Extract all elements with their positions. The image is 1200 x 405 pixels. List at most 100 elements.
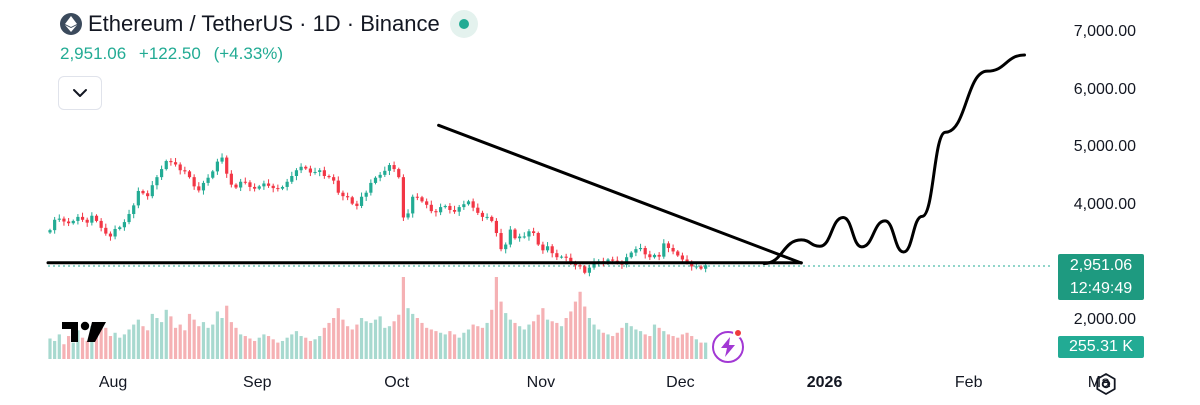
candle-body <box>662 243 666 257</box>
candle-body <box>555 253 559 258</box>
volume-bar <box>597 329 601 359</box>
volume-tag: 255.31 K <box>1058 336 1144 358</box>
volume-bar <box>53 340 57 359</box>
candle-body <box>652 254 657 258</box>
candle-body <box>415 196 419 198</box>
volume-bar <box>559 326 564 359</box>
volume-bar <box>499 301 503 359</box>
volume-bar <box>541 308 545 359</box>
volume-bar <box>494 277 498 359</box>
candle-body <box>350 197 354 204</box>
candle-body <box>401 177 405 218</box>
volume-bar <box>378 316 382 359</box>
candle-body <box>392 165 396 170</box>
volume-bar <box>397 314 401 359</box>
bar-countdown: 12:49:49 <box>1069 280 1133 297</box>
volume-bar <box>341 319 345 359</box>
volume-bar <box>680 334 684 359</box>
volume-bar <box>527 324 531 359</box>
candle-body <box>215 161 219 172</box>
volume-bar <box>611 336 615 359</box>
volume-bar <box>480 327 485 359</box>
volume-bar <box>164 309 168 359</box>
candle-body <box>559 256 564 258</box>
tradingview-logo[interactable] <box>62 320 108 349</box>
candle-body <box>127 214 131 223</box>
symbol-title[interactable]: Ethereum / TetherUS · 1D · Binance <box>88 11 440 36</box>
candle-body <box>545 246 550 251</box>
time-axis-label: Aug <box>98 374 128 391</box>
candle-body <box>248 182 252 187</box>
volume-bar <box>118 337 122 359</box>
candle-body <box>462 204 466 208</box>
volume-bar <box>522 329 526 359</box>
volume-bar <box>215 311 219 359</box>
volume-bar <box>239 334 243 359</box>
volume-bar <box>676 337 680 359</box>
candle-body <box>243 181 247 183</box>
candle-body <box>522 236 526 238</box>
volume-bar <box>201 322 206 359</box>
candle-body <box>341 192 345 197</box>
volume-bar <box>318 336 322 359</box>
volume-bar <box>666 334 671 359</box>
volume-bar <box>243 336 247 359</box>
volume-bar <box>671 336 675 359</box>
volume-bar <box>257 337 261 359</box>
candle-body <box>71 220 75 224</box>
volume-bar <box>336 308 340 359</box>
volume-bar <box>346 326 350 359</box>
drawing-layer <box>46 53 1026 266</box>
volume-bar <box>652 324 657 359</box>
candle-body <box>359 196 364 206</box>
market-open-icon[interactable] <box>449 10 478 38</box>
candle-body <box>369 182 373 193</box>
candle-body <box>290 176 294 182</box>
volume-bar <box>615 332 619 359</box>
volume-bar <box>638 331 643 359</box>
settings-icon[interactable] <box>1095 373 1117 395</box>
volume-bar <box>127 329 131 359</box>
candle-body <box>527 231 531 237</box>
volume-bar <box>629 326 633 359</box>
volume-bar <box>513 322 517 359</box>
candle-body <box>262 183 266 187</box>
candle-body <box>80 216 85 220</box>
candle-body <box>67 221 71 224</box>
volume-bar <box>146 330 150 359</box>
volume-bar <box>462 332 466 359</box>
candle-body <box>434 211 438 213</box>
volume-bar <box>411 313 415 359</box>
volume-bar <box>122 334 126 359</box>
volume-bar <box>262 334 266 359</box>
candle-body <box>578 265 582 267</box>
candle-body <box>313 171 317 173</box>
volume-bar <box>504 313 508 359</box>
candle-body <box>671 248 675 252</box>
candle-body <box>229 173 233 185</box>
volume-bar <box>94 334 99 359</box>
volume-bar <box>271 339 275 359</box>
candle-body <box>57 218 61 220</box>
volume-bar <box>369 322 373 359</box>
volume-bar <box>657 327 661 359</box>
candle-body <box>373 177 378 183</box>
collapse-legend-button[interactable] <box>58 76 102 110</box>
candle-body <box>201 182 206 191</box>
volume-bar <box>448 331 452 359</box>
volume-bar <box>508 319 512 359</box>
volume-bar <box>555 322 559 359</box>
volume-bar <box>415 318 419 359</box>
volume-bar <box>48 338 52 359</box>
candle-body <box>569 257 573 263</box>
candle-body <box>638 248 643 250</box>
volume-bar <box>429 329 433 359</box>
volume-bar <box>420 322 424 359</box>
volume-bar <box>355 324 359 359</box>
candle-body <box>657 254 661 257</box>
volume-bar <box>601 332 605 359</box>
candle-body <box>336 180 340 193</box>
candle-body <box>629 252 633 258</box>
